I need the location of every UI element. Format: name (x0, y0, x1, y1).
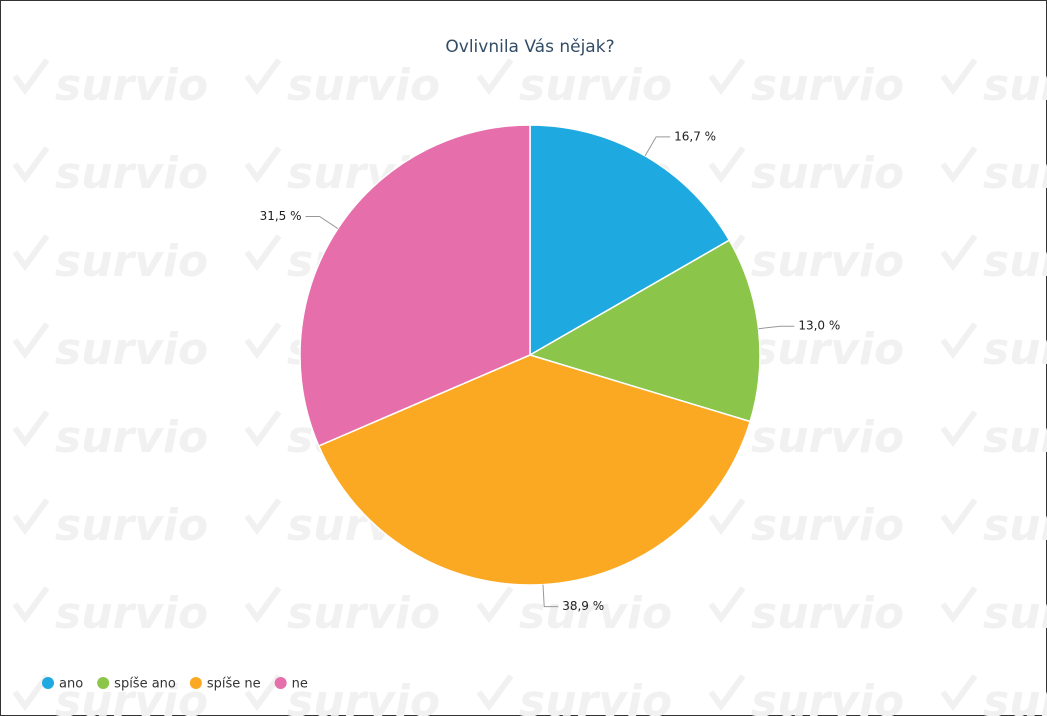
watermark-text: survio (751, 588, 904, 639)
watermark-text: survio (983, 588, 1047, 639)
watermark-text: survio (55, 676, 208, 716)
watermark-text: survio (983, 412, 1047, 463)
watermark-text: survio (55, 148, 208, 199)
legend-label: ano (59, 677, 83, 692)
watermark-check (940, 58, 978, 96)
watermark-check (244, 410, 282, 448)
watermark-check (940, 234, 978, 272)
data-label: 16,7 % (674, 129, 716, 143)
watermark-check (940, 498, 978, 536)
watermark-check (708, 674, 746, 712)
leader-line (542, 584, 559, 608)
watermark-text: survio (751, 676, 904, 716)
legend-label: ne (292, 677, 308, 692)
watermark-check (476, 58, 514, 96)
watermark-text: survio (55, 324, 208, 375)
watermark-text: survio (751, 324, 904, 375)
watermark-text: survio (983, 148, 1047, 199)
legend-marker (274, 677, 287, 689)
leader-line (758, 325, 795, 330)
leader-line (644, 136, 671, 157)
watermark-check (940, 586, 978, 624)
leader-line (305, 215, 339, 229)
watermark-check (12, 234, 50, 272)
watermark-check (244, 498, 282, 536)
watermark-check (476, 674, 514, 712)
watermark-check (708, 498, 746, 536)
pie: 16,7 % 13,0 % 38,9 % 31,5 % (260, 124, 840, 613)
data-label: 13,0 % (798, 319, 840, 333)
watermark-check (940, 410, 978, 448)
watermark-check (708, 586, 746, 624)
legend-marker (97, 677, 110, 689)
watermark-check (708, 146, 746, 184)
legend-label: spíše ano (114, 677, 176, 692)
data-label: 38,9 % (562, 599, 604, 613)
watermark-check (12, 410, 50, 448)
pie-slice (528, 239, 761, 423)
watermark-text: survio (983, 236, 1047, 287)
watermark-check (244, 234, 282, 272)
watermark-text: survio (751, 412, 904, 463)
watermark-text: survio (751, 500, 904, 551)
legend-label: spíše ne (207, 677, 261, 692)
watermark-check (12, 498, 50, 536)
watermark-text: survio (983, 500, 1047, 551)
watermark-text: survio (519, 676, 672, 716)
watermark-text: survio (287, 588, 440, 639)
watermark-text: survio (287, 676, 440, 716)
watermark-text: survio (287, 60, 440, 111)
watermark-check (708, 58, 746, 96)
watermark-check (244, 58, 282, 96)
watermark-check (476, 586, 514, 624)
watermark-check (244, 586, 282, 624)
watermark-check (244, 322, 282, 360)
watermark-check (940, 146, 978, 184)
legend: ano spíše ano spíše ne ne (42, 677, 308, 692)
watermark-text: survio (751, 236, 904, 287)
watermark-check (244, 674, 282, 712)
watermark-text: survio (983, 676, 1047, 716)
watermark-text: survio (519, 60, 672, 111)
watermark-text: survio (519, 588, 672, 639)
watermark-check (12, 146, 50, 184)
watermark-text: survio (55, 412, 208, 463)
pie-slice (317, 354, 752, 586)
watermark-check (940, 674, 978, 712)
watermark-text: survio (751, 60, 904, 111)
legend-marker (189, 677, 202, 689)
chart-title: Ovlivnila Vás nějak? (445, 37, 614, 57)
watermark-text: survio (55, 236, 208, 287)
watermark-text: survio (55, 60, 208, 111)
watermark-check (940, 322, 978, 360)
watermark-check (12, 58, 50, 96)
watermark-check (12, 322, 50, 360)
data-label: 31,5 % (260, 209, 302, 223)
watermark-check (12, 674, 50, 712)
watermark-text: survio (983, 324, 1047, 375)
watermark-check (12, 586, 50, 624)
watermark-text: survio (55, 500, 208, 551)
watermark-text: survio (983, 60, 1047, 111)
watermark-check (244, 146, 282, 184)
watermark-text: survio (751, 148, 904, 199)
legend-marker (42, 677, 54, 689)
watermark-text: survio (55, 588, 208, 639)
